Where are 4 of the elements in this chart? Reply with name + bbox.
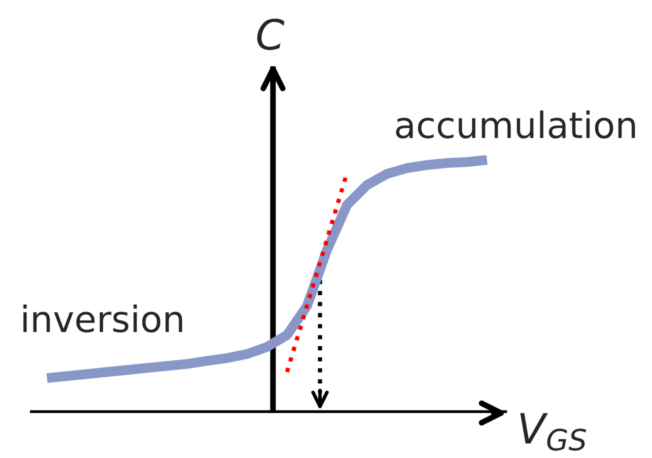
- text: accumulation: [396, 110, 635, 138]
- x-axis-title: V$_{GS}$: [520, 413, 586, 451]
- y-axis-title: C: [257, 18, 284, 50]
- annotation: inversion: [23, 304, 182, 332]
